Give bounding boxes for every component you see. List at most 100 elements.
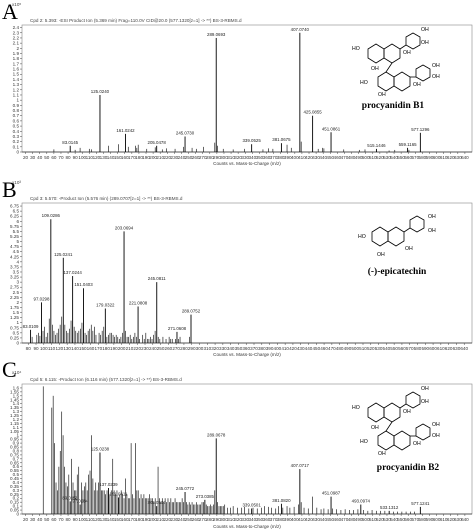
ring-a2 xyxy=(377,430,395,451)
y-tick-label: 1.3 xyxy=(13,409,20,414)
x-tick-label: 260 xyxy=(165,346,173,351)
x-tick-label: 290 xyxy=(213,517,221,522)
y-tick-label: 0.2 xyxy=(13,139,20,144)
peak-label: 289.0693 xyxy=(207,32,226,37)
struct-label-b-3: OH xyxy=(405,246,413,252)
y-tick-label: 1.3 xyxy=(13,82,20,87)
y-tick-label: 2.25 xyxy=(10,295,19,300)
x-tick-label: 20 xyxy=(23,517,29,522)
y-tick-label: 0.05 xyxy=(10,508,19,513)
peak-label: 407.0717 xyxy=(291,463,310,468)
peak-label: 221.0808 xyxy=(129,300,148,305)
struct-label-c-3: OH xyxy=(403,409,411,415)
peak-label: 533.1312 xyxy=(380,505,399,510)
x-tick-label: 440 xyxy=(319,517,327,522)
x-tick-label: 470 xyxy=(341,155,349,160)
x-tick-label: 140 xyxy=(107,155,115,160)
ring-c1 xyxy=(383,402,401,423)
x-tick-label: 360 xyxy=(263,155,271,160)
x-tick-label: 460 xyxy=(334,517,342,522)
ring-b1 xyxy=(405,32,421,50)
peak-label: 151.0403 xyxy=(74,282,93,287)
x-tick-label: 600 xyxy=(433,155,441,160)
y-tick-label: 0.35 xyxy=(10,484,19,489)
x-tick-label: 70 xyxy=(58,155,64,160)
x-tick-label: 570 xyxy=(411,517,419,522)
x-tick-label: 510 xyxy=(359,346,367,351)
x-tick-label: 290 xyxy=(213,155,221,160)
x-tick-label: 510 xyxy=(369,155,377,160)
struct-label-a-1: HO xyxy=(352,46,360,52)
struct-label-a-4: OH xyxy=(421,27,429,33)
peak-label: 205.0507 xyxy=(148,500,167,505)
compound-name-a: procyanidin B1 xyxy=(362,101,425,111)
peak-label: 245.0772 xyxy=(176,486,195,491)
x-tick-label: 490 xyxy=(344,346,352,351)
x-tick-label: 90 xyxy=(73,517,79,522)
x-tick-label: 560 xyxy=(404,155,412,160)
y-ticks-a: 00.10.20.30.40.50.60.70.80.911.11.21.31.… xyxy=(13,25,22,155)
peak-label: 125.0240 xyxy=(91,89,110,94)
x-tick-label: 430 xyxy=(312,517,320,522)
x-tick-label: 300 xyxy=(220,517,228,522)
y-tick-label: 3.5 xyxy=(13,269,20,274)
y-tick-label: 2.1 xyxy=(13,41,20,46)
y-tick-label: 6 xyxy=(16,219,19,224)
x-tick-label: 570 xyxy=(406,346,414,351)
y-tick-label: 0.7 xyxy=(13,456,20,461)
y-exponent-c: x10⁴ xyxy=(12,370,21,375)
struct-label-b-1: HO xyxy=(358,234,366,240)
x-tick-label: 150 xyxy=(79,346,87,351)
struct-label-c-4: OH xyxy=(421,386,429,392)
y-tick-label: 0.3 xyxy=(13,134,20,139)
x-tick-label: 370 xyxy=(270,155,278,160)
x-tick-label: 370 xyxy=(250,346,258,351)
y-tick-label: 3.75 xyxy=(10,264,19,269)
x-tick-label: 310 xyxy=(203,346,211,351)
peak-label: 381.0820 xyxy=(272,498,291,503)
x-tick-label: 450 xyxy=(312,346,320,351)
x-tick-label: 380 xyxy=(258,346,266,351)
x-tick-label: 70 xyxy=(58,517,64,522)
x-tick-label: 340 xyxy=(248,517,256,522)
x-tick-label: 420 xyxy=(289,346,297,351)
panel-b: B x10³ Cpd 3: 5.570: -Product Ion (5.576… xyxy=(2,177,473,357)
y-tick-label: 0 xyxy=(16,512,19,517)
plot-frame-c xyxy=(21,383,473,515)
x-tick-label: 320 xyxy=(211,346,219,351)
peak-label: 109.0286 xyxy=(42,213,61,218)
x-tick-label: 60 xyxy=(51,517,57,522)
x-axis-label-b: Counts vs. Mass-to-Charge (m/z) xyxy=(213,352,281,357)
x-tick-label: 290 xyxy=(188,346,196,351)
peak-label: 425.0855 xyxy=(303,110,322,115)
y-tick-label: 0.9 xyxy=(13,441,20,446)
x-tick-label: 220 xyxy=(163,155,171,160)
y-tick-label: 0.1 xyxy=(13,144,20,149)
x-tick-label: 360 xyxy=(263,517,271,522)
x-tick-label: 180 xyxy=(135,517,143,522)
peak-label: 559.1165 xyxy=(399,142,418,147)
x-tick-label: 300 xyxy=(196,346,204,351)
peak-label: 407.0740 xyxy=(291,27,310,32)
x-tick-label: 400 xyxy=(274,346,282,351)
struct-label-c-1: HO xyxy=(352,405,360,411)
x-tick-label: 120 xyxy=(93,517,101,522)
y-tick-label: 1.2 xyxy=(13,417,20,422)
x-tick-label: 640 xyxy=(460,346,468,351)
peak-label: 451.0861 xyxy=(322,126,341,131)
structure-labels-c: HO OH OH OH OH HO OH OH OH OH xyxy=(352,386,440,457)
peak-label: 271.0608 xyxy=(168,326,187,331)
y-tick-label: 1.25 xyxy=(10,413,19,418)
y-tick-label: 1.45 xyxy=(10,397,19,402)
y-tick-label: 2.75 xyxy=(10,285,19,290)
peak-label: 125.0241 xyxy=(54,252,73,257)
y-tick-label: 2.3 xyxy=(13,30,20,35)
x-tick-label: 620 xyxy=(445,346,453,351)
x-tick-label: 350 xyxy=(235,346,243,351)
peak-label: 97.0298 xyxy=(34,296,50,301)
y-tick-label: 0.75 xyxy=(10,452,19,457)
x-tick-label: 320 xyxy=(234,517,242,522)
x-tick-label: 620 xyxy=(447,517,455,522)
x-tick-label: 410 xyxy=(298,155,306,160)
peak-label: 203.0694 xyxy=(115,225,134,230)
